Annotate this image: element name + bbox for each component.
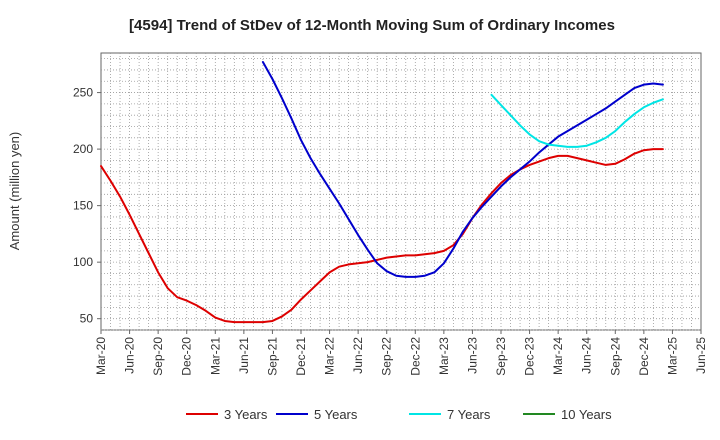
series-line-3-years	[100, 148, 664, 324]
legend-label-3-years: 3 Years	[224, 407, 268, 422]
x-tick-label: Dec-21	[294, 337, 308, 376]
x-tick-label: Jun-24	[580, 337, 594, 374]
x-tick-label: Jun-21	[237, 337, 251, 374]
x-tick-label: Dec-24	[637, 337, 651, 376]
legend: 3 Years 5 Years 7 Years 10 Years	[186, 407, 612, 422]
y-axis-ticks: 50 100 150 200 250	[73, 86, 101, 326]
y-tick-label: 250	[73, 86, 93, 100]
x-tick-label: Jun-22	[351, 337, 365, 374]
series-lines	[100, 61, 664, 324]
legend-label-7-years: 7 Years	[447, 407, 491, 422]
y-tick-label: 50	[80, 312, 94, 326]
x-tick-label: Mar-25	[665, 337, 679, 375]
y-tick-label: 200	[73, 142, 93, 156]
legend-label-5-years: 5 Years	[314, 407, 358, 422]
x-tick-label: Dec-23	[523, 337, 537, 376]
x-tick-label: Sep-24	[608, 337, 622, 376]
x-tick-label: Mar-23	[437, 337, 451, 375]
x-tick-label: Sep-23	[494, 337, 508, 376]
x-tick-label: Jun-20	[123, 337, 137, 374]
series-line-5-years	[261, 61, 664, 278]
x-tick-label: Dec-22	[408, 337, 422, 376]
y-tick-label: 100	[73, 255, 93, 269]
grid-lines	[101, 53, 701, 331]
series-line-7-years	[490, 93, 664, 148]
x-tick-label: Mar-22	[323, 337, 337, 375]
x-axis-ticks: Mar-20 Jun-20 Sep-20 Dec-20 Mar-21 Jun-21 Sep-…	[94, 330, 708, 376]
x-tick-label: Sep-20	[151, 337, 165, 376]
x-tick-label: Mar-24	[551, 337, 565, 375]
x-tick-label: Jun-23	[465, 337, 479, 374]
y-axis-label: Amount (million yen)	[7, 132, 22, 251]
x-tick-label: Sep-21	[265, 337, 279, 376]
x-tick-label: Mar-20	[94, 337, 108, 375]
chart-title: [4594] Trend of StDev of 12-Month Moving…	[129, 17, 615, 34]
x-tick-label: Jun-25	[694, 337, 708, 374]
x-tick-label: Mar-21	[208, 337, 222, 375]
x-tick-label: Sep-22	[380, 337, 394, 376]
x-tick-label: Dec-20	[180, 337, 194, 376]
y-tick-label: 150	[73, 199, 93, 213]
plot-area	[100, 52, 702, 331]
legend-label-10-years: 10 Years	[561, 407, 612, 422]
